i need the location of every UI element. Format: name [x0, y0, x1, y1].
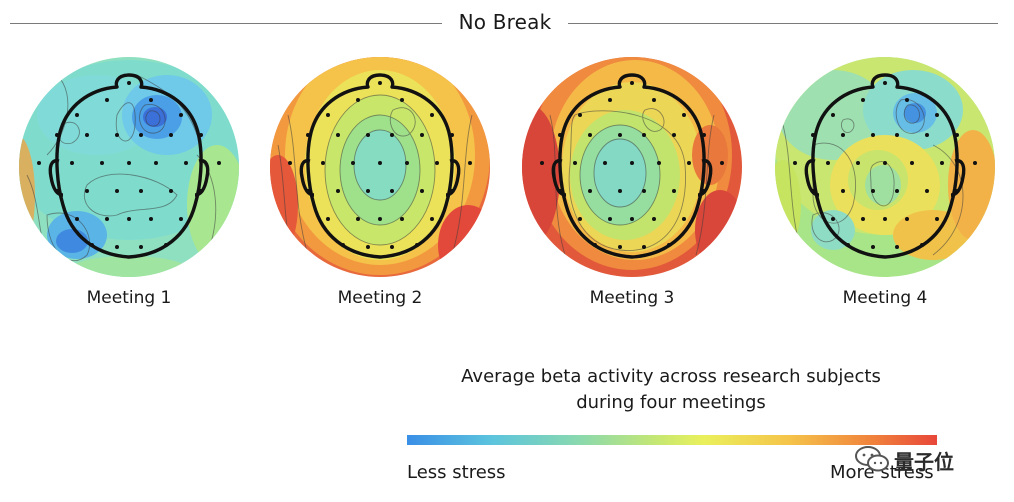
title-rule-right [568, 23, 998, 24]
title-rule-left [10, 23, 442, 24]
brain-map-meeting-3 [520, 55, 744, 279]
map-label-meeting-4: Meeting 4 [842, 288, 928, 308]
stress-color-scale-bar [407, 435, 937, 445]
legend-title-line-1: Average beta activity across research su… [461, 366, 881, 387]
watermark: 量子位 [854, 444, 989, 474]
page-title: No Break [458, 10, 552, 34]
brain-map-meeting-4 [773, 55, 997, 279]
watermark-text: 量子位 [894, 450, 954, 474]
map-label-meeting-3: Meeting 3 [589, 288, 675, 308]
map-label-meeting-2: Meeting 2 [337, 288, 423, 308]
legend-max-label: More stress [830, 462, 934, 483]
legend-min-label: Less stress [407, 462, 506, 483]
wechat-logo-icon [855, 446, 889, 472]
legend-title-line-2: during four meetings [576, 392, 766, 413]
map-label-meeting-1: Meeting 1 [86, 288, 172, 308]
brain-map-meeting-2 [268, 55, 492, 279]
brain-map-meeting-1 [17, 55, 241, 279]
